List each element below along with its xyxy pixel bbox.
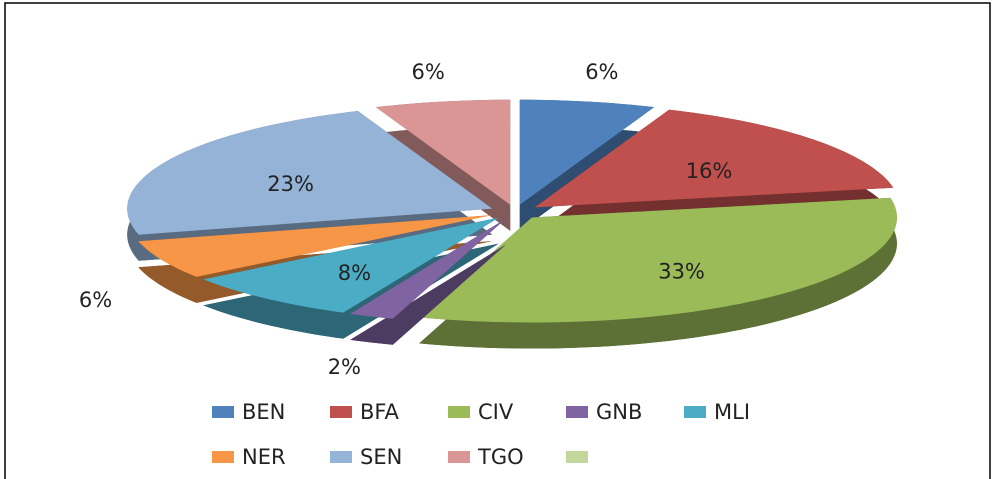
legend-swatch xyxy=(330,406,352,418)
slice xyxy=(138,215,492,277)
data-label: 6% xyxy=(79,288,112,312)
slice xyxy=(534,109,894,208)
slice xyxy=(419,197,897,323)
data-label: 6% xyxy=(411,60,444,84)
legend-swatch xyxy=(448,451,470,463)
slice xyxy=(375,99,511,205)
data-label: 33% xyxy=(658,259,705,283)
legend-label: MLI xyxy=(714,400,750,424)
legend-swatch xyxy=(212,406,234,418)
frame xyxy=(4,2,991,479)
legend-label: SEN xyxy=(360,445,402,469)
slice xyxy=(203,217,499,313)
legend-swatch xyxy=(330,451,352,463)
legend-swatch xyxy=(212,451,234,463)
data-label: 6% xyxy=(585,60,618,84)
legend-label: BEN xyxy=(242,400,285,424)
legend-label: NER xyxy=(242,445,286,469)
legend-label: CIV xyxy=(478,400,514,424)
legend-swatch xyxy=(684,406,706,418)
slice xyxy=(519,99,655,205)
data-label: 16% xyxy=(686,159,733,183)
legend-label: GNB xyxy=(596,400,642,424)
slice xyxy=(127,111,493,235)
legend-swatch xyxy=(566,406,588,418)
data-label: 8% xyxy=(338,261,371,285)
slice xyxy=(350,218,506,319)
legend-swatch xyxy=(566,451,588,463)
data-label: 23% xyxy=(267,172,314,196)
legend-label: BFA xyxy=(360,400,400,424)
legend-label: TGO xyxy=(477,445,524,469)
data-label: 2% xyxy=(328,355,361,379)
legend-swatch xyxy=(448,406,470,418)
